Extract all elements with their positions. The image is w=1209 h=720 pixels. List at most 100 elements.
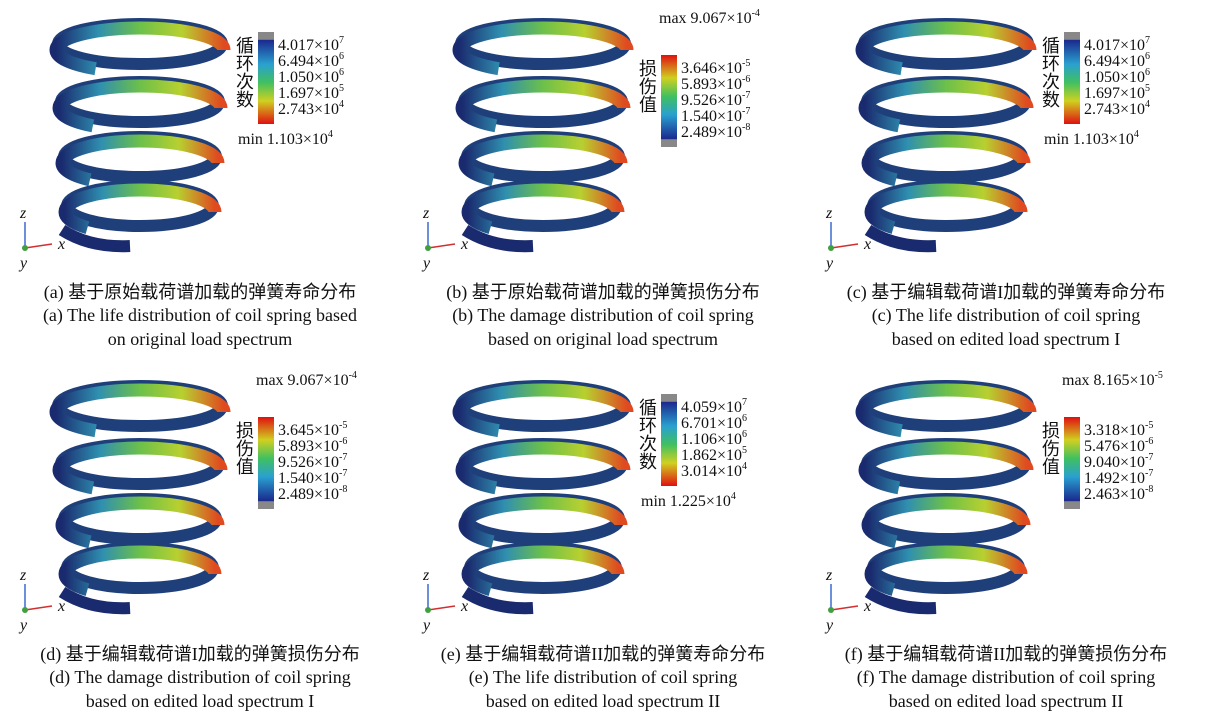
panel: zxy损伤值3.646×10-55.893×10-69.526×10-71.54… bbox=[421, 8, 760, 349]
legend-level: 2.743×104 bbox=[1084, 99, 1150, 118]
colorbar bbox=[258, 32, 274, 124]
legend-level-label: 1.050×106 bbox=[278, 67, 344, 86]
label-mantissa: 1.697×10 bbox=[1084, 85, 1145, 102]
legend-level: 6.494×106 bbox=[1084, 51, 1150, 70]
label-exponent: 6 bbox=[1145, 51, 1150, 62]
axis-label: y bbox=[421, 255, 431, 272]
label-mantissa: 9.526×10 bbox=[278, 454, 339, 471]
legend-level: 6.494×106 bbox=[278, 51, 344, 70]
label-exponent: 7 bbox=[339, 35, 344, 46]
legend-extreme: max 9.067×10-4 bbox=[659, 8, 760, 27]
label-exponent: -8 bbox=[1145, 484, 1153, 495]
legend-level-label: 6.494×106 bbox=[1084, 51, 1150, 70]
caption-cn: (e) 基于编辑载荷谱II加载的弹簧寿命分布 bbox=[441, 644, 765, 665]
axis-origin bbox=[828, 245, 834, 251]
legend-level-label: 6.701×106 bbox=[681, 413, 747, 432]
caption-en: (e) The life distribution of coil spring bbox=[469, 667, 738, 688]
spring bbox=[459, 24, 627, 246]
colorbar bbox=[1064, 417, 1080, 509]
legend-level: 1.050×106 bbox=[1084, 67, 1150, 86]
label-mantissa: 9.067×10 bbox=[691, 10, 752, 27]
label-exponent: 4 bbox=[1145, 99, 1150, 110]
label-exponent: 6 bbox=[1145, 67, 1150, 78]
axis-label: x bbox=[57, 236, 65, 253]
spring-end bbox=[465, 592, 533, 608]
label-mantissa: 1.862×10 bbox=[681, 447, 742, 464]
caption-en: (a) The life distribution of coil spring… bbox=[43, 305, 357, 326]
label-prefix: min bbox=[641, 493, 666, 510]
legend-level-label: 2.743×104 bbox=[278, 99, 344, 118]
panel: zxy损伤值3.318×10-55.476×10-69.040×10-71.49… bbox=[824, 370, 1167, 711]
label-mantissa: 2.743×10 bbox=[278, 101, 339, 118]
axis-x bbox=[25, 244, 52, 248]
label-exponent: -8 bbox=[339, 484, 347, 495]
legend-level-label: 2.463×10-8 bbox=[1084, 484, 1153, 503]
legend-extreme-label: max 9.067×10-4 bbox=[659, 8, 760, 27]
legend-level: 1.106×106 bbox=[681, 429, 747, 448]
spring bbox=[56, 386, 224, 608]
label-mantissa: 3.014×10 bbox=[681, 463, 742, 480]
axis-label: y bbox=[421, 617, 431, 634]
legend-title: 损伤值 bbox=[234, 421, 254, 475]
label-prefix: max bbox=[659, 10, 687, 27]
legend-level-label: 9.526×10-7 bbox=[278, 452, 347, 471]
legend-level-label: 4.017×107 bbox=[278, 35, 344, 54]
spring-end bbox=[868, 230, 936, 246]
legend-title: 循环次数 bbox=[234, 36, 254, 108]
axis-label: y bbox=[824, 255, 834, 272]
label-mantissa: 1.492×10 bbox=[1084, 470, 1145, 487]
legend-level: 5.893×10-6 bbox=[278, 436, 347, 455]
colorbar bbox=[1064, 32, 1080, 124]
label-exponent: 4 bbox=[328, 129, 333, 140]
legend-level-label: 2.489×10-8 bbox=[681, 122, 750, 141]
label-mantissa: 2.743×10 bbox=[1084, 101, 1145, 118]
colorbar bbox=[258, 417, 274, 509]
legend-level: 9.526×10-7 bbox=[278, 452, 347, 471]
legend-extreme: min 1.225×104 bbox=[641, 491, 736, 510]
legend-level: 5.893×10-6 bbox=[681, 74, 750, 93]
legend-extreme: max 8.165×10-5 bbox=[1062, 370, 1163, 389]
axis-label: y bbox=[824, 617, 834, 634]
legend-extreme-label: max 9.067×10-4 bbox=[256, 370, 357, 389]
label-exponent: -6 bbox=[1145, 436, 1153, 447]
caption-en: on original load spectrum bbox=[108, 329, 292, 349]
legend-extreme-label: max 8.165×10-5 bbox=[1062, 370, 1163, 389]
label-mantissa: 3.646×10 bbox=[681, 60, 742, 77]
label-exponent: 4 bbox=[1134, 129, 1139, 140]
label-mantissa: 1.540×10 bbox=[278, 470, 339, 487]
caption-cn: (d) 基于编辑载荷谱I加载的弹簧损伤分布 bbox=[40, 644, 359, 665]
axis-x bbox=[831, 244, 858, 248]
label-mantissa: 3.645×10 bbox=[278, 422, 339, 439]
label-exponent: 7 bbox=[1145, 35, 1150, 46]
caption-en: (b) The damage distribution of coil spri… bbox=[452, 305, 754, 326]
label-mantissa: 4.017×10 bbox=[278, 37, 339, 54]
legend-level-label: 9.040×10-7 bbox=[1084, 452, 1153, 471]
label-mantissa: 9.526×10 bbox=[681, 92, 742, 109]
legend-level: 6.701×106 bbox=[681, 413, 747, 432]
label-exponent: 4 bbox=[339, 99, 344, 110]
legend-level: 3.645×10-5 bbox=[278, 420, 347, 439]
legend-extreme-label: min 1.103×104 bbox=[238, 129, 333, 148]
legend-extreme-label: min 1.103×104 bbox=[1044, 129, 1139, 148]
caption-cn: (b) 基于原始载荷谱加载的弹簧损伤分布 bbox=[446, 282, 760, 303]
spring bbox=[459, 386, 627, 608]
axis-x bbox=[831, 606, 858, 610]
axis-label: z bbox=[825, 205, 833, 222]
caption-en: based on edited load spectrum II bbox=[486, 691, 720, 711]
label-mantissa: 6.494×10 bbox=[278, 53, 339, 70]
legend-level-label: 5.893×10-6 bbox=[681, 74, 750, 93]
legend-level: 9.526×10-7 bbox=[681, 90, 750, 109]
label-exponent: 5 bbox=[742, 445, 747, 456]
label-mantissa: 4.059×10 bbox=[681, 399, 742, 416]
legend-level: 4.017×107 bbox=[1084, 35, 1150, 54]
label-mantissa: 6.701×10 bbox=[681, 415, 742, 432]
legend-level: 1.697×105 bbox=[278, 83, 344, 102]
legend-level-label: 6.494×106 bbox=[278, 51, 344, 70]
axis-label: z bbox=[422, 567, 430, 584]
spring-end bbox=[62, 230, 130, 246]
label-exponent: 4 bbox=[742, 461, 747, 472]
spring-end bbox=[465, 230, 533, 246]
axis-origin bbox=[828, 607, 834, 613]
